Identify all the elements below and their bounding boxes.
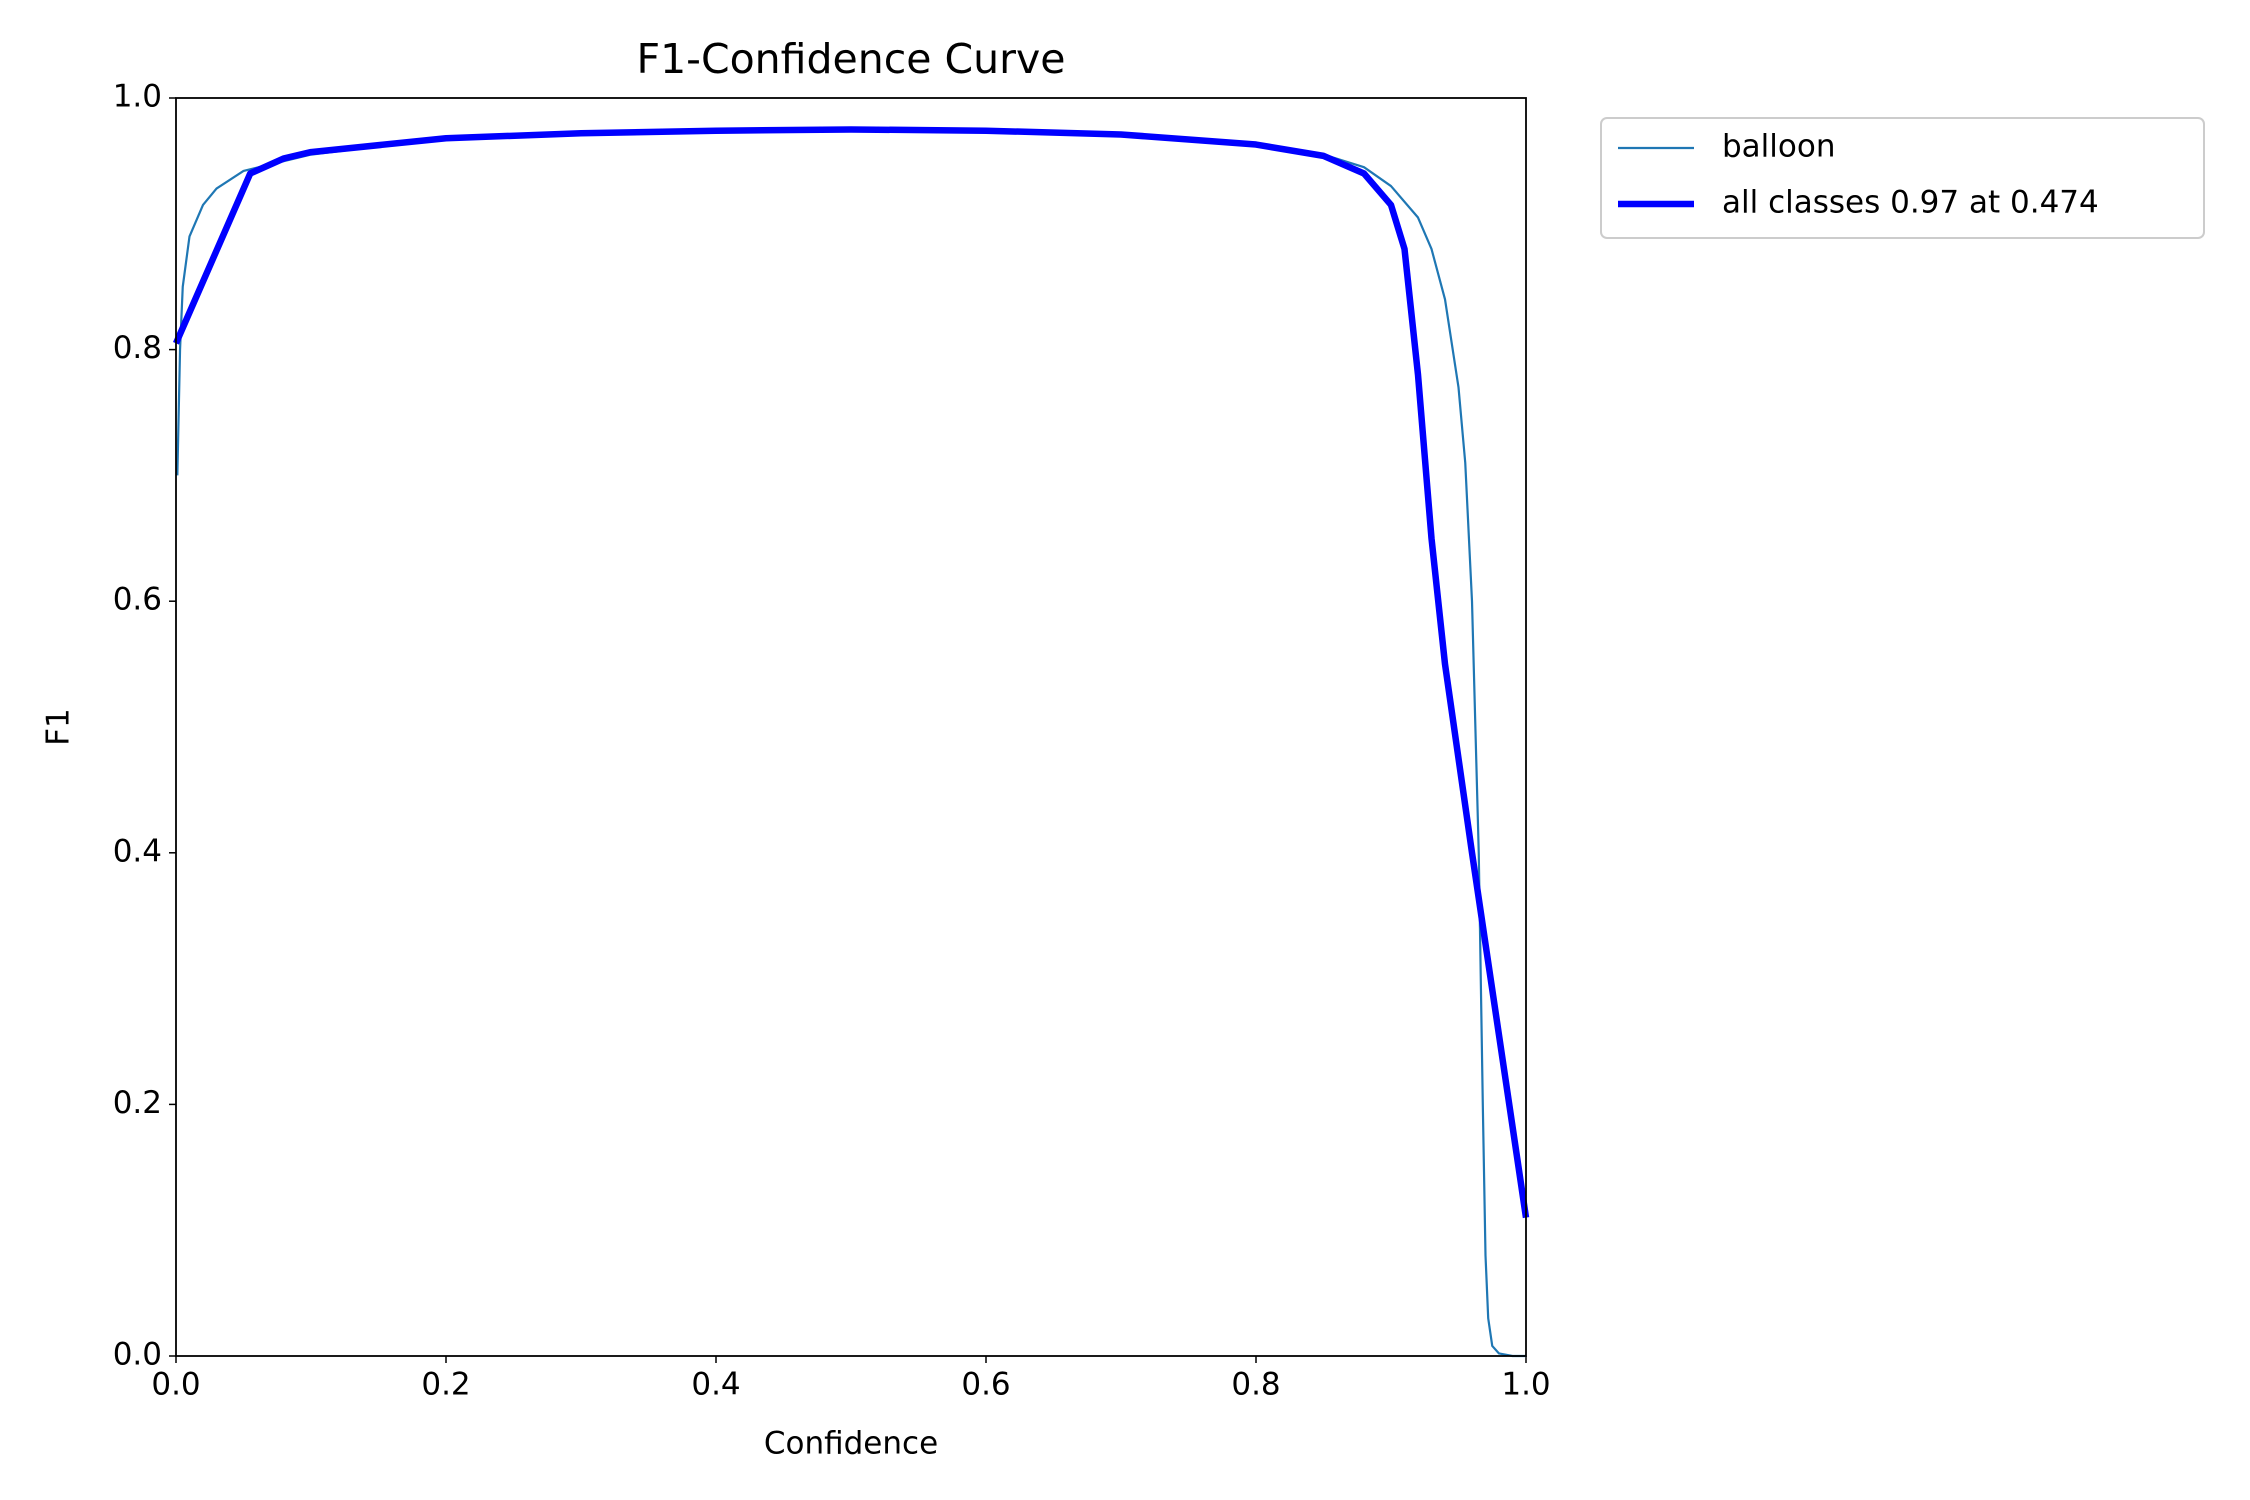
x-axis-label: Confidence	[764, 1426, 938, 1462]
plot-frame	[175, 97, 1527, 1357]
x-tick-label: 0.0	[151, 1367, 200, 1403]
y-tick-label: 0.8	[113, 330, 162, 366]
x-tick-label: 0.4	[691, 1367, 740, 1403]
y-tick-label: 0.4	[113, 833, 162, 869]
y-tick-label: 0.0	[113, 1337, 162, 1373]
series-line	[173, 126, 1530, 1219]
y-tick-label: 1.0	[113, 79, 162, 115]
x-tick-label: 0.2	[421, 1367, 470, 1403]
x-tick-label: 0.6	[961, 1367, 1010, 1403]
y-tick-label: 0.6	[113, 582, 162, 618]
legend-box	[1600, 117, 2205, 239]
x-tick-label: 0.8	[1231, 1367, 1280, 1403]
y-axis-label: F1	[41, 708, 77, 746]
y-tick-label: 0.2	[113, 1085, 162, 1121]
legend-label: all classes 0.97 at 0.474	[1722, 185, 2099, 221]
series-line	[176, 128, 1526, 1358]
x-tick-label: 1.0	[1501, 1367, 1550, 1403]
legend-label: balloon	[1722, 129, 1835, 165]
chart-title: F1-Confidence Curve	[637, 35, 1066, 83]
